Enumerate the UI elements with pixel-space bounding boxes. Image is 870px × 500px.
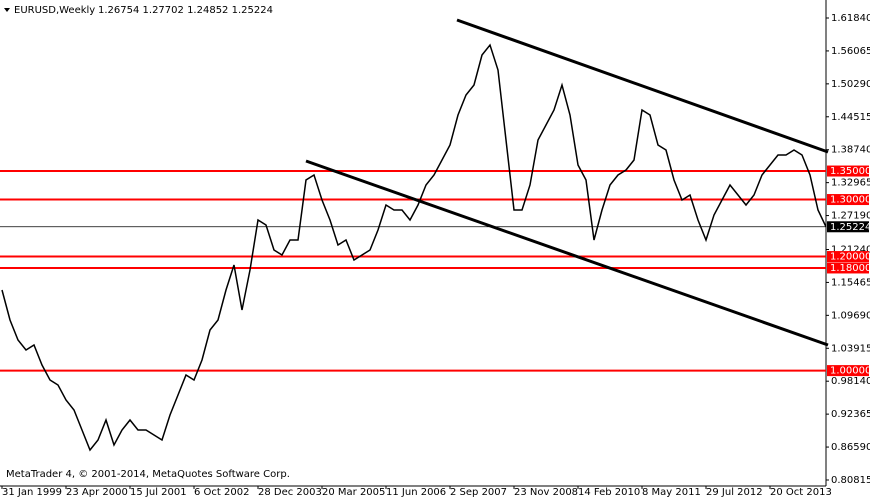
- level-label-bg: [827, 165, 869, 177]
- trend-line: [305, 159, 829, 347]
- x-tick-label: 14 Feb 2010: [578, 487, 640, 498]
- x-tick-label: 29 Jul 2012: [706, 487, 763, 498]
- chart-title: EURUSD,Weekly: [14, 5, 95, 16]
- level-label-bg: [827, 262, 869, 274]
- level-label: 1.35000: [830, 166, 870, 177]
- y-tick-label: 1.44515: [831, 112, 870, 123]
- y-tick-label: 0.80815: [831, 475, 870, 486]
- level-label: 1.20000: [830, 252, 870, 263]
- y-tick-label: 1.56065: [831, 46, 870, 57]
- x-tick-label: 20 Oct 2013: [770, 487, 832, 498]
- y-tick-label: 1.15465: [831, 277, 870, 288]
- x-tick-label: 20 Mar 2005: [322, 487, 385, 498]
- level-label-bg: [827, 251, 869, 263]
- x-tick-label: 31 Jan 1999: [2, 487, 62, 498]
- x-tick-label: 2 Sep 2007: [450, 487, 507, 498]
- x-tick-label: 8 May 2011: [642, 487, 701, 498]
- trend-line: [456, 18, 829, 154]
- y-tick-label: 0.92365: [831, 409, 870, 420]
- level-label: 1.18000: [830, 263, 870, 274]
- y-tick-label: 1.03915: [831, 343, 870, 354]
- y-tick-label: 0.86590: [831, 442, 870, 453]
- x-tick-label: 6 Oct 2002: [194, 487, 249, 498]
- quote-text: 1.26754 1.27702 1.24852 1.25224: [98, 5, 273, 16]
- price-line: [1, 43, 827, 452]
- y-tick-label: 1.27190: [831, 211, 870, 222]
- y-tick-label: 1.32965: [831, 178, 870, 189]
- x-tick-label: 28 Dec 2003: [258, 487, 322, 498]
- dropdown-icon[interactable]: [4, 8, 10, 12]
- y-tick-label: 1.50290: [831, 79, 870, 90]
- y-tick-label: 1.21240: [831, 244, 870, 255]
- y-tick-label: 1.09690: [831, 310, 870, 321]
- current-price-label: 1.25224: [830, 222, 870, 233]
- x-tick-label: 23 Apr 2000: [66, 487, 128, 498]
- x-tick-label: 15 Jul 2001: [130, 487, 187, 498]
- level-label: 1.30000: [830, 195, 870, 206]
- level-label-bg: [827, 365, 869, 377]
- footer: MetaTrader 4, © 2001-2014, MetaQuotes So…: [6, 469, 290, 480]
- x-tick-label: 23 Nov 2008: [514, 487, 578, 498]
- current-price-label-bg: [827, 221, 869, 233]
- x-tick-label: 11 Jun 2006: [386, 487, 446, 498]
- level-label-bg: [827, 194, 869, 206]
- y-tick-label: 1.61840: [831, 13, 870, 24]
- y-tick-label: 1.38740: [831, 145, 870, 156]
- y-tick-label: 0.98140: [831, 376, 870, 387]
- level-label: 1.00000: [830, 366, 870, 377]
